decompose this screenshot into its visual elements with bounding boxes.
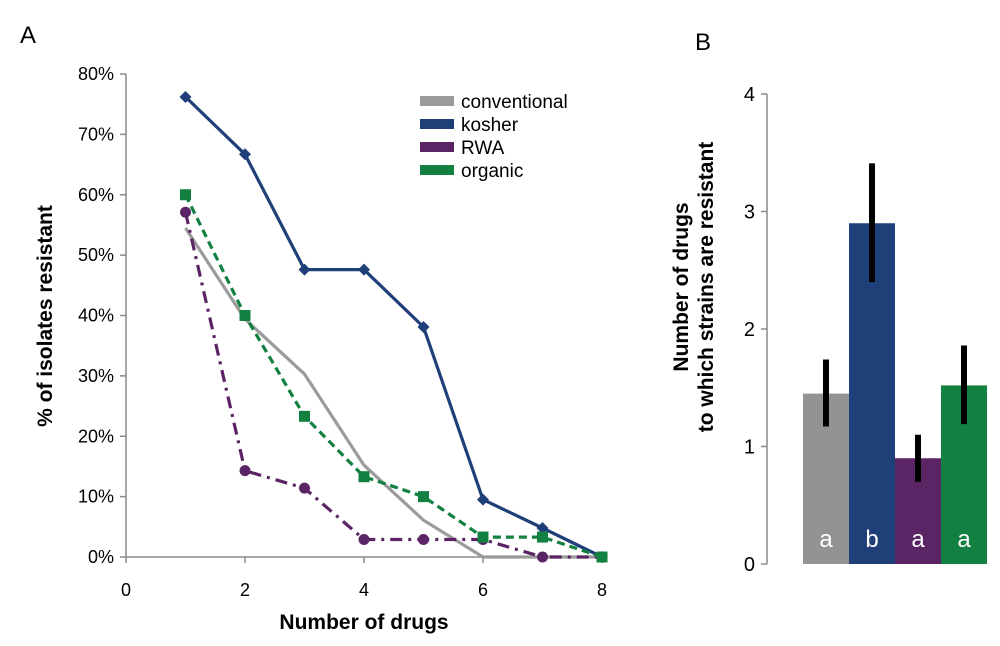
data-point-organic — [418, 491, 429, 503]
legend-label-rwa: RWA — [461, 138, 505, 159]
data-point-kosher — [358, 263, 370, 276]
y-tick-label: 0% — [88, 547, 114, 567]
data-point-organic — [537, 531, 548, 543]
x-tick-label: 8 — [597, 580, 607, 600]
significance-letter: a — [819, 526, 833, 553]
legend-label-organic: organic — [461, 161, 523, 182]
y-axis-title: % of isolates resistant — [34, 205, 57, 427]
y-tick-label: 70% — [78, 124, 114, 144]
y-tick-label: 80% — [78, 64, 114, 84]
legend-label-kosher: kosher — [461, 115, 519, 136]
data-point-organic — [477, 531, 489, 543]
legend-swatch-organic — [420, 165, 454, 175]
data-point-rwa — [418, 533, 429, 545]
data-point-kosher — [477, 493, 489, 506]
y-tick-label: 60% — [78, 185, 114, 205]
significance-letter: a — [957, 526, 971, 553]
significance-letter: b — [865, 526, 878, 553]
data-point-rwa — [239, 465, 251, 477]
data-point-organic — [596, 551, 608, 563]
panel-b-label: B — [695, 29, 711, 56]
data-point-kosher — [536, 522, 549, 535]
y-tick-label: 4 — [744, 84, 755, 106]
x-tick-label: 0 — [121, 580, 131, 600]
data-point-rwa — [358, 533, 370, 545]
data-point-organic — [299, 410, 310, 422]
data-point-rwa — [299, 482, 310, 494]
data-point-kosher — [417, 320, 430, 333]
significance-letter: a — [911, 526, 925, 553]
data-point-kosher — [179, 90, 192, 103]
data-point-rwa — [537, 551, 548, 563]
x-tick-label: 6 — [478, 580, 488, 600]
data-point-organic — [180, 189, 191, 201]
data-point-rwa — [180, 206, 191, 218]
legend-swatch-conventional — [420, 96, 454, 106]
y-tick-label: 2 — [744, 319, 755, 341]
x-tick-label: 2 — [240, 580, 250, 600]
data-point-kosher — [298, 263, 311, 276]
y-tick-label: 50% — [78, 245, 114, 265]
y-tick-label: 3 — [744, 202, 755, 224]
legend-swatch-rwa — [420, 142, 454, 152]
y-axis-title-line-1: Number of drugs — [670, 202, 693, 371]
series-line-kosher — [184, 95, 603, 559]
x-axis-title: Number of drugs — [279, 611, 448, 634]
data-point-organic — [358, 471, 370, 483]
y-tick-label: 0 — [744, 554, 755, 576]
legend-label-conventional: conventional — [461, 92, 568, 113]
y-tick-label: 1 — [744, 437, 755, 459]
y-tick-label: 10% — [78, 487, 114, 507]
legend-swatch-kosher — [420, 119, 454, 129]
series-line-organic — [184, 194, 603, 559]
y-tick-label: 30% — [78, 366, 114, 386]
x-tick-label: 4 — [359, 580, 369, 600]
bar-chart-panel-b: 0 1 2 3 4 a b a a Number of drugs to which stra… — [670, 84, 987, 576]
y-axis-title-line-2: to which strains are resistant — [695, 142, 718, 433]
panel-a-label: A — [20, 22, 36, 49]
y-tick-label: 20% — [78, 426, 114, 446]
data-point-organic — [239, 310, 251, 321]
y-tick-label: 40% — [78, 306, 114, 326]
series-line-rwa — [183, 211, 602, 559]
series-line-conventional — [184, 227, 602, 559]
line-chart-panel-a: 0% 10% 20% 30% 40% 50% 60% 70% 80% 0 2 4 6 8 Number … — [34, 64, 608, 634]
data-point-kosher — [239, 148, 251, 161]
